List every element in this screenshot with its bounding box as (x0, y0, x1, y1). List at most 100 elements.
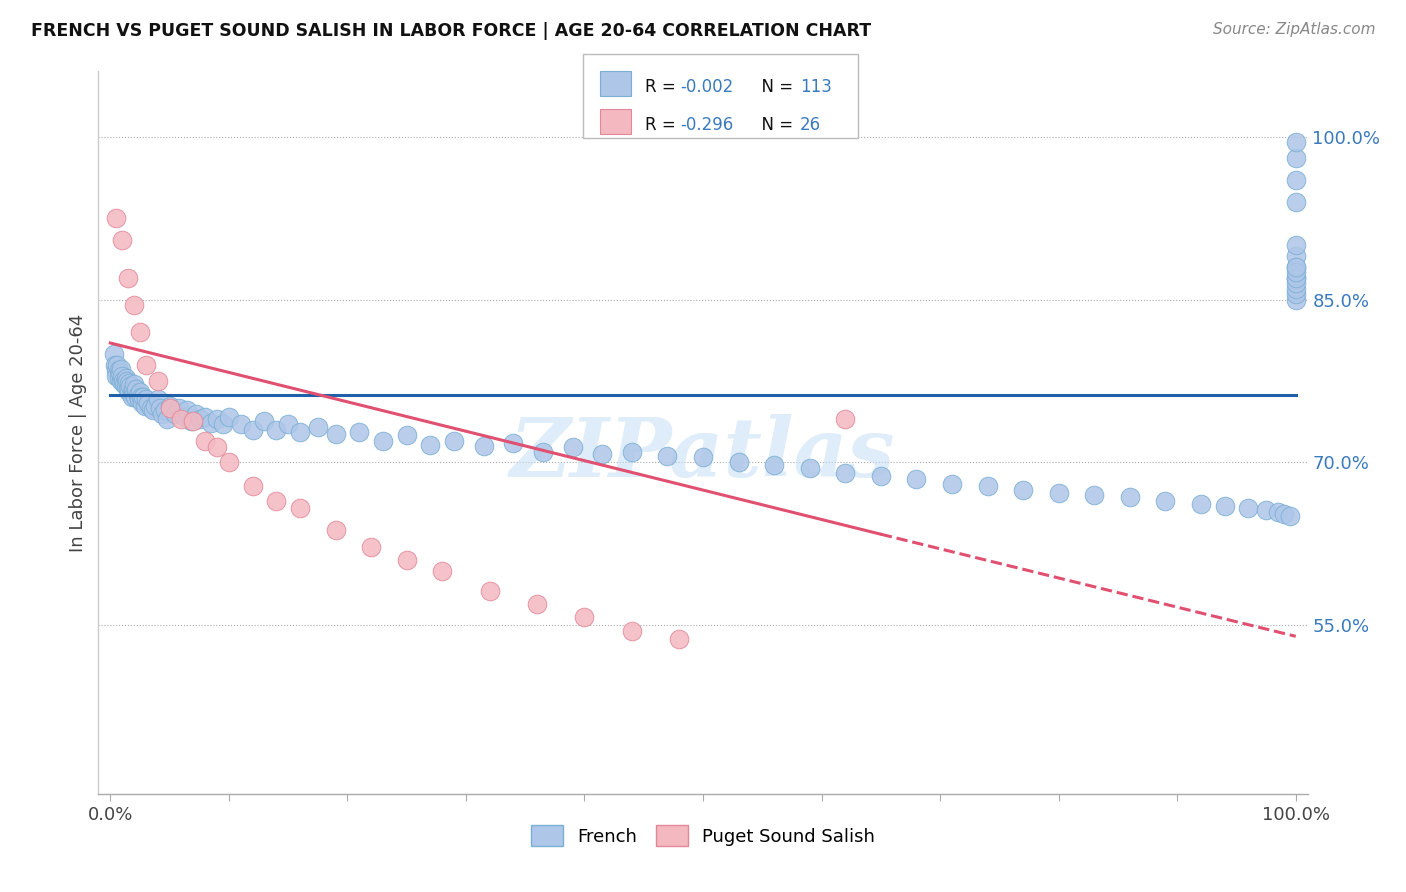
Point (1213, 499, 1236, 513)
Point (114, 370, 136, 384)
Text: Source: ZipAtlas.com: Source: ZipAtlas.com (1212, 22, 1375, 37)
Point (869, 468, 891, 483)
Point (1285, 270, 1308, 285)
Point (242, 423, 264, 437)
Point (190, 412, 212, 426)
Point (1285, 265, 1308, 279)
Point (443, 434, 465, 448)
Point (1012, 483, 1035, 497)
Point (668, 632, 690, 646)
Text: R =: R = (645, 116, 682, 134)
Point (170, 412, 193, 426)
Point (142, 403, 165, 417)
Point (156, 412, 179, 426)
Point (242, 479, 264, 493)
Point (325, 523, 347, 537)
Text: N =: N = (751, 116, 799, 134)
Point (111, 233, 134, 247)
Point (472, 439, 495, 453)
Point (129, 390, 152, 404)
Point (620, 624, 643, 638)
Point (1267, 506, 1289, 520)
Point (1189, 497, 1212, 511)
Point (194, 409, 217, 424)
Point (347, 425, 370, 439)
Point (1083, 488, 1105, 502)
Point (118, 384, 141, 399)
Point (104, 358, 127, 372)
Point (134, 399, 156, 413)
Point (1278, 508, 1301, 523)
Point (105, 363, 128, 377)
Point (1285, 270, 1308, 285)
Point (253, 414, 276, 428)
Point (1254, 503, 1277, 517)
Point (288, 501, 311, 516)
Point (432, 564, 454, 578)
Point (205, 412, 228, 426)
Point (125, 382, 148, 396)
Point (1285, 194, 1308, 209)
Point (1285, 249, 1308, 263)
Point (1154, 493, 1177, 508)
Point (834, 412, 856, 426)
Point (1119, 490, 1142, 504)
Point (371, 434, 394, 448)
Point (657, 449, 679, 463)
Point (288, 425, 311, 439)
Point (1285, 260, 1308, 274)
Point (121, 390, 143, 404)
Point (121, 384, 143, 399)
Point (419, 438, 441, 452)
Point (122, 387, 145, 401)
Point (1285, 135, 1308, 149)
Point (105, 368, 128, 383)
Point (478, 583, 501, 598)
Point (118, 376, 141, 391)
Point (127, 388, 149, 402)
Point (307, 419, 329, 434)
Point (264, 493, 287, 508)
Point (107, 370, 129, 384)
Point (120, 379, 142, 393)
Point (122, 298, 145, 312)
Text: 113: 113 (800, 78, 832, 96)
Point (110, 374, 132, 388)
Point (277, 417, 299, 432)
Point (561, 440, 583, 454)
Point (112, 374, 135, 388)
Point (799, 461, 821, 475)
Point (139, 401, 162, 416)
Text: ZIPatlas: ZIPatlas (510, 414, 896, 494)
Point (526, 597, 548, 611)
Point (395, 553, 418, 567)
Point (129, 384, 152, 399)
Point (181, 414, 204, 428)
Text: 26: 26 (800, 116, 821, 134)
Point (692, 450, 714, 464)
Point (229, 417, 252, 432)
Point (143, 399, 166, 413)
Point (110, 362, 132, 376)
Point (105, 358, 128, 372)
Point (264, 423, 287, 437)
Point (1237, 501, 1260, 516)
Point (205, 440, 228, 454)
Point (212, 417, 235, 432)
Point (131, 396, 153, 410)
Point (124, 390, 146, 404)
Point (117, 382, 139, 396)
Point (1285, 287, 1308, 301)
Point (108, 367, 131, 381)
Point (128, 392, 150, 407)
Point (200, 417, 222, 431)
Point (1047, 486, 1070, 500)
Point (218, 409, 240, 424)
Point (167, 401, 190, 416)
Point (184, 407, 207, 421)
Point (763, 458, 786, 472)
Point (114, 379, 136, 393)
Point (180, 414, 202, 428)
Point (136, 396, 159, 410)
Point (976, 479, 998, 493)
